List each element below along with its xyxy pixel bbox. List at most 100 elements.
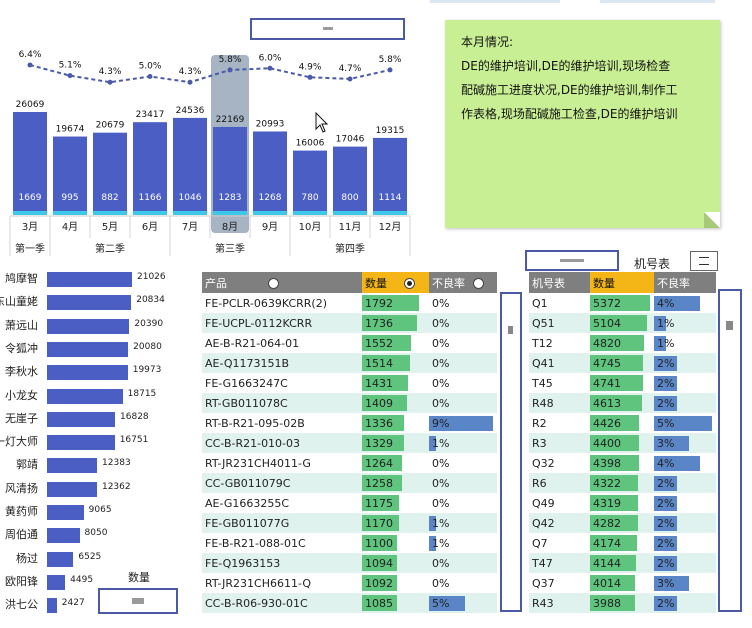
row-qty-cell: 1170 <box>362 513 429 533</box>
table-row[interactable]: AE-Q1173151B 1514 0% <box>202 353 497 373</box>
table-row[interactable]: FE-PCLR-0639KCRR(2) 1792 0% <box>202 293 497 313</box>
table-row[interactable]: CC-GB011079C 1258 0% <box>202 473 497 493</box>
row-rate: 5% <box>432 596 450 610</box>
spinner-up-icon[interactable] <box>699 257 709 258</box>
row-rate: 3% <box>657 576 675 590</box>
product-table-scrollbar[interactable] <box>500 292 522 612</box>
machine-rate-header[interactable]: 不良率 <box>654 272 716 293</box>
qty-bar <box>590 455 640 471</box>
table-row[interactable]: Q1 5372 4% <box>529 293 716 313</box>
table-row[interactable]: R43 3988 2% <box>529 593 716 613</box>
table-row[interactable]: T12 4820 1% <box>529 333 716 353</box>
ranking-value: 20080 <box>133 341 162 352</box>
table-row[interactable]: Q32 4398 4% <box>529 453 716 473</box>
row-qty: 4282 <box>593 516 621 530</box>
row-rate-cell: 2% <box>654 473 716 493</box>
rate-header[interactable]: 不良率 <box>429 272 497 293</box>
table-row[interactable]: R6 4322 2% <box>529 473 716 493</box>
ranking-bar <box>47 341 129 357</box>
table-row[interactable]: FE-B-R21-088-01C 1100 1% <box>202 533 497 553</box>
table-row[interactable]: Q7 4174 2% <box>529 533 716 553</box>
row-qty-cell: 5104 <box>590 313 654 333</box>
row-name-cell: AE-Q1173151B <box>202 353 362 373</box>
bar-bottom-strip <box>373 211 407 215</box>
table-row[interactable]: R3 4400 3% <box>529 433 716 453</box>
row-qty: 4398 <box>593 456 621 470</box>
note-line: DE的维护培训,DE的维护培训,现场检查 <box>461 59 671 73</box>
table-row[interactable]: T45 4741 2% <box>529 373 716 393</box>
table-row[interactable]: RT-GB011078C 1409 0% <box>202 393 497 413</box>
ranking-scroll-control[interactable] <box>98 588 178 614</box>
table-row[interactable]: Q51 5104 1% <box>529 313 716 333</box>
table-row[interactable]: FE-Q1963153 1094 0% <box>202 553 497 573</box>
table-row[interactable]: T47 4144 2% <box>529 553 716 573</box>
ranking-value: 19973 <box>132 365 162 376</box>
ranking-value: 6525 <box>78 551 102 562</box>
machine-spinner[interactable] <box>690 251 718 271</box>
row-name: R6 <box>532 476 547 490</box>
product-header[interactable]: 产品 <box>202 272 362 293</box>
bar-value-label: 20993 <box>256 119 285 129</box>
ranking-name: 鸠摩智 <box>5 272 38 285</box>
rate-point <box>67 73 73 79</box>
table-row[interactable]: FE-G1663247C 1431 0% <box>202 373 497 393</box>
table-row[interactable]: Q42 4282 2% <box>529 513 716 533</box>
rate-point <box>347 76 353 82</box>
table-row[interactable]: RT-B-R21-095-02B 1336 9% <box>202 413 497 433</box>
row-name: AE-B-R21-064-01 <box>205 336 300 350</box>
row-name: CC-B-R06-930-01C <box>205 596 308 610</box>
rate-point <box>387 67 393 73</box>
month-scroll-control[interactable] <box>250 18 405 40</box>
row-qty: 1264 <box>365 456 393 470</box>
rate-line <box>29 64 391 84</box>
table-row[interactable]: AE-G1663255C 1175 0% <box>202 493 497 513</box>
month-tick-label: 8月 <box>222 221 238 233</box>
row-qty-cell: 1175 <box>362 493 429 513</box>
table-row[interactable]: RT-JR231CH4011-G 1264 0% <box>202 453 497 473</box>
machine-qty-header[interactable]: 数量 <box>590 272 654 293</box>
row-qty: 4741 <box>593 376 621 390</box>
table-row[interactable]: AE-B-R21-064-01 1552 0% <box>202 333 497 353</box>
row-name-cell: R48 <box>529 393 590 413</box>
row-rate-cell: 3% <box>654 573 716 593</box>
machine-header[interactable]: 机号表 <box>529 272 590 293</box>
row-rate-cell: 9% <box>429 413 497 433</box>
qty-bar <box>590 395 642 411</box>
row-rate: 2% <box>657 596 675 610</box>
machine-scroll-control[interactable] <box>525 250 619 271</box>
qty-header[interactable]: 数量 <box>362 272 429 293</box>
rate-point <box>267 65 273 71</box>
rate-bar <box>654 596 678 611</box>
ranking-value: 16828 <box>120 411 149 422</box>
bar-bottom-strip <box>213 211 247 215</box>
machine-table-scrollbar[interactable] <box>718 289 742 612</box>
spinner-down-icon[interactable] <box>699 264 709 265</box>
ranking-bar <box>47 458 98 474</box>
table-row[interactable]: FE-UCPL-0112KCRR 1736 0% <box>202 313 497 333</box>
table-row[interactable]: CC-B-R21-010-03 1329 1% <box>202 433 497 453</box>
month-tick-label: 7月 <box>182 221 198 233</box>
table-row[interactable]: CC-B-R06-930-01C 1085 5% <box>202 593 497 613</box>
table-row[interactable]: R48 4613 2% <box>529 393 716 413</box>
table-row[interactable]: Q49 4319 2% <box>529 493 716 513</box>
row-name: R43 <box>532 596 554 610</box>
row-qty-cell: 4820 <box>590 333 654 353</box>
qty-sort-radio[interactable] <box>404 278 415 289</box>
table-row[interactable]: Q37 4014 3% <box>529 573 716 593</box>
row-rate: 0% <box>432 296 450 310</box>
ranking-chart: 鸠摩智 21026 东山童姥 20834 萧远山 20390 令狐冲 20080 李秋水 1997… <box>0 270 200 620</box>
row-name: Q1 <box>532 296 548 310</box>
row-qty-cell: 1514 <box>362 353 429 373</box>
ranking-bar <box>47 551 74 567</box>
qty-bar <box>590 595 635 611</box>
rate-sort-radio[interactable] <box>473 278 484 289</box>
bar-defect-label: 1669 <box>19 193 42 203</box>
table-row[interactable]: RT-JR231CH6611-Q 1092 0% <box>202 573 497 593</box>
table-row[interactable]: FE-GB011077G 1170 1% <box>202 513 497 533</box>
bar-value-label: 22169 <box>216 115 245 125</box>
product-sort-radio[interactable] <box>268 278 279 289</box>
table-row[interactable]: Q41 4745 2% <box>529 353 716 373</box>
row-rate: 0% <box>432 556 450 570</box>
table-row[interactable]: R2 4426 5% <box>529 413 716 433</box>
row-name-cell: Q32 <box>529 453 590 473</box>
